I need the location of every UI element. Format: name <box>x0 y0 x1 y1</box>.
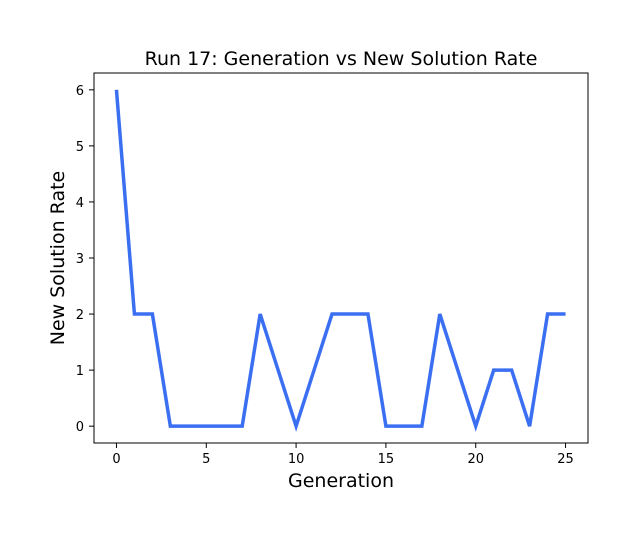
x-axis: 0 5 10 15 20 25 <box>112 443 574 467</box>
series-line <box>114 89 566 432</box>
y-tick-label: 6 <box>76 84 84 99</box>
chart-title: Run 17: Generation vs New Solution Rate <box>145 48 538 70</box>
x-tick-label: 25 <box>557 452 574 467</box>
y-tick-label: 4 <box>76 196 84 211</box>
series-layer <box>114 89 566 432</box>
y-tick-label: 0 <box>76 420 84 435</box>
y-axis-label: New Solution Rate <box>47 171 69 346</box>
y-tick-label: 3 <box>76 252 84 267</box>
y-axis: 0 1 2 3 4 5 6 <box>76 84 94 435</box>
y-tick-label: 1 <box>76 364 84 379</box>
plot-area-frame <box>93 72 589 444</box>
x-tick-label: 10 <box>288 452 305 467</box>
y-tick-label: 5 <box>76 140 84 155</box>
y-tick-label: 2 <box>76 308 84 323</box>
x-tick-label: 5 <box>202 452 210 467</box>
x-tick-label: 0 <box>112 452 120 467</box>
x-axis-label: Generation <box>288 470 394 492</box>
x-tick-label: 20 <box>467 452 484 467</box>
x-tick-label: 15 <box>378 452 395 467</box>
